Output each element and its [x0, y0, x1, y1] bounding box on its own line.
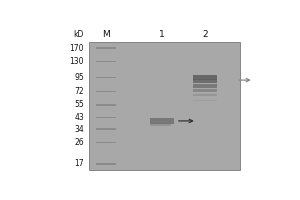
- Bar: [96, 117, 116, 118]
- Text: 95: 95: [74, 73, 84, 82]
- Bar: [96, 142, 116, 143]
- Bar: [193, 94, 217, 96]
- Text: 26: 26: [74, 138, 84, 147]
- Bar: [96, 77, 116, 78]
- Text: 17: 17: [74, 159, 84, 168]
- Text: 72: 72: [74, 87, 84, 96]
- Text: 43: 43: [74, 113, 84, 122]
- Text: M: M: [102, 30, 110, 39]
- Bar: [193, 75, 217, 80]
- Bar: [193, 84, 217, 88]
- Text: 1: 1: [159, 30, 165, 39]
- Bar: [150, 118, 173, 124]
- Text: 55: 55: [74, 100, 84, 109]
- Text: 34: 34: [74, 125, 84, 134]
- Bar: [193, 79, 217, 83]
- Bar: [96, 61, 116, 62]
- Text: kD: kD: [74, 30, 84, 39]
- Text: 130: 130: [70, 57, 84, 66]
- Bar: [96, 47, 116, 49]
- Text: 170: 170: [70, 44, 84, 53]
- Bar: [89, 42, 240, 170]
- Bar: [96, 128, 116, 130]
- Bar: [150, 123, 171, 126]
- Bar: [96, 104, 116, 106]
- Bar: [193, 89, 217, 92]
- Text: 2: 2: [202, 30, 208, 39]
- Bar: [96, 163, 116, 165]
- Bar: [96, 91, 116, 92]
- Bar: [193, 100, 217, 101]
